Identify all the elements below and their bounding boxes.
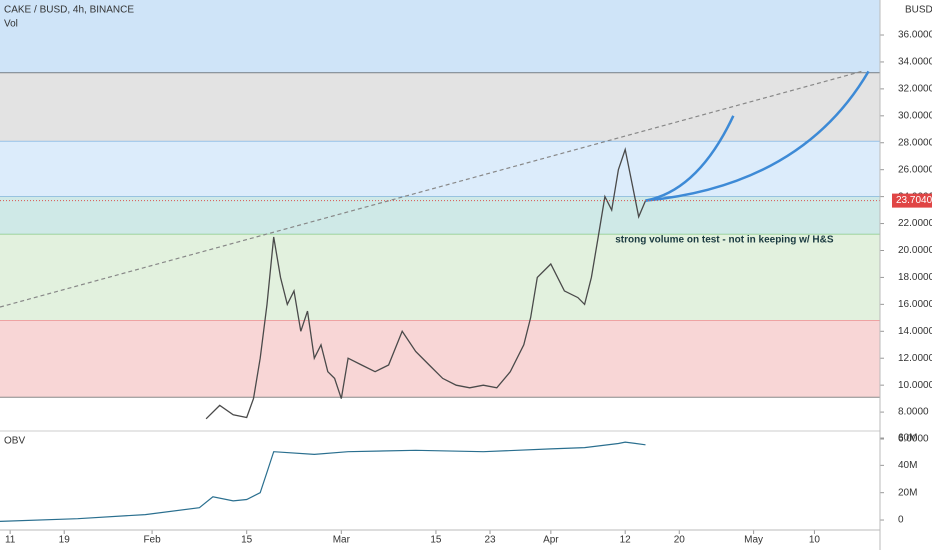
y-tick-label: 20.0000: [898, 245, 932, 256]
x-tick-label: 15: [241, 535, 253, 546]
annotation: strong volume on test - not in keeping w…: [615, 234, 834, 245]
x-tick-label: 12: [620, 535, 632, 546]
projection-curve: [645, 115, 735, 202]
obv-tick-label: 40M: [898, 460, 917, 471]
currency-label: BUSD: [905, 5, 932, 16]
obv-tick-label: 0: [898, 515, 904, 526]
last-price-box: [892, 193, 932, 208]
y-tick-label: 26.0000: [898, 164, 932, 175]
y-tick-label: 34.0000: [898, 57, 932, 68]
last-price-label: 23.7040: [896, 195, 932, 206]
y-tick-label: 16.0000: [898, 299, 932, 310]
obv-tick-label: 20M: [898, 487, 917, 498]
x-tick-label: 15: [430, 535, 442, 546]
y-tick-label: 32.0000: [898, 84, 932, 95]
zone: [0, 72, 880, 142]
x-tick-label: Apr: [543, 535, 559, 546]
x-tick-label: 19: [59, 535, 71, 546]
y-tick-label: 14.0000: [898, 326, 932, 337]
y-tick-label: 18.0000: [898, 272, 932, 283]
zone: [0, 196, 880, 235]
y-tick-label: 10.0000: [898, 380, 932, 391]
y-tick-label: 22.0000: [898, 218, 932, 229]
x-tick-label: Feb: [143, 535, 161, 546]
x-tick-label: 10: [809, 535, 821, 546]
zone: [0, 0, 880, 73]
price-line: [205, 146, 647, 420]
obv-line: [0, 441, 646, 522]
y-tick-label: 6.0000: [898, 434, 929, 445]
x-tick-label: 11: [5, 535, 16, 546]
projection-curve: [645, 70, 870, 202]
obv-tick-label: 60M: [898, 433, 917, 444]
y-tick-label: 28.0000: [898, 137, 932, 148]
subtitle: Vol: [4, 19, 18, 30]
y-tick-label: 8.0000: [898, 407, 929, 418]
obv-label: OBV: [4, 436, 25, 447]
y-tick-label: 36.0000: [898, 30, 932, 41]
zone: [0, 320, 880, 398]
zone: [0, 141, 880, 197]
x-tick-label: 23: [484, 535, 496, 546]
y-tick-label: 30.0000: [898, 110, 932, 121]
x-tick-label: 20: [674, 535, 686, 546]
zone: [0, 234, 880, 321]
x-tick-label: Mar: [333, 535, 351, 546]
y-tick-label: 12.0000: [898, 353, 932, 364]
x-tick-label: May: [744, 535, 763, 546]
chart-title: CAKE / BUSD, 4h, BINANCE: [4, 5, 134, 16]
trendline: [0, 70, 862, 308]
